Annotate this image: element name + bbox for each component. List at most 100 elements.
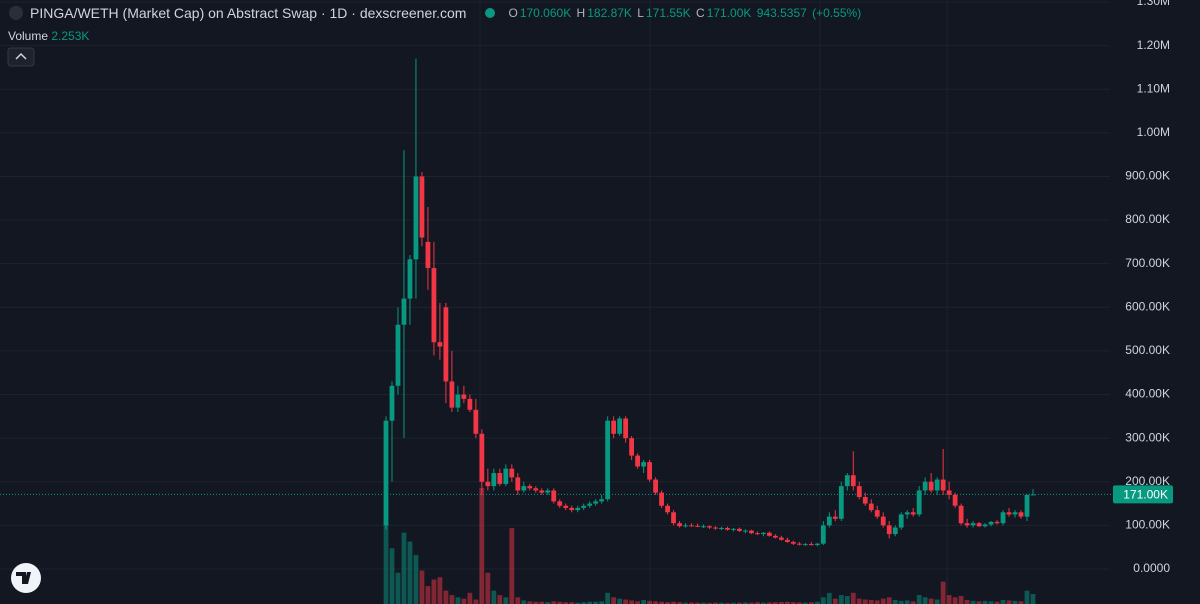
volume-bar bbox=[629, 600, 635, 604]
volume-bar bbox=[844, 595, 850, 604]
volume-bar bbox=[467, 592, 473, 604]
volume-bar bbox=[934, 599, 940, 604]
volume-bar bbox=[599, 601, 605, 604]
volume-bar bbox=[814, 601, 820, 604]
y-tick-label: 1.30M bbox=[1137, 0, 1170, 8]
volume-bar bbox=[838, 595, 844, 604]
volume-bar bbox=[497, 595, 503, 604]
volume-bar bbox=[533, 601, 539, 604]
volume-bar bbox=[641, 599, 646, 604]
volume-bar bbox=[407, 541, 413, 604]
y-tick-label: 900.00K bbox=[1125, 169, 1170, 183]
volume-bar bbox=[994, 601, 1000, 604]
volume-bar bbox=[952, 597, 958, 604]
ohlc-key: O bbox=[508, 6, 518, 20]
y-tick-label: 200.00K bbox=[1125, 474, 1170, 488]
volume-bar bbox=[545, 602, 551, 604]
volume-bar bbox=[515, 597, 521, 604]
volume-bar bbox=[976, 601, 982, 604]
volume-bar bbox=[964, 599, 970, 604]
volume-bar bbox=[563, 602, 569, 604]
volume-bar bbox=[850, 592, 856, 604]
volume-bar bbox=[713, 602, 718, 604]
volume-bar bbox=[970, 600, 976, 604]
volume-bar bbox=[659, 601, 664, 604]
volume-bar bbox=[1030, 593, 1036, 604]
volume-bar bbox=[677, 602, 682, 604]
volume-bar bbox=[605, 592, 611, 604]
chart-title: PINGA/WETH (Market Cap) on Abstract Swap… bbox=[30, 5, 467, 21]
volume-bar bbox=[551, 601, 557, 604]
status-dot bbox=[485, 8, 496, 18]
volume-bar bbox=[569, 602, 575, 604]
volume-bar bbox=[874, 600, 880, 604]
y-tick-label: 1.00M bbox=[1137, 125, 1170, 139]
volume-bar bbox=[910, 601, 916, 604]
volume-bar bbox=[521, 600, 527, 604]
volume-bar bbox=[611, 597, 617, 604]
y-tick-label: 100.00K bbox=[1125, 518, 1170, 532]
volume-bar bbox=[982, 600, 988, 604]
volume-bar bbox=[695, 602, 700, 604]
ohlc-value: 170.060K bbox=[519, 6, 572, 20]
header: PINGA/WETH (Market Cap) on Abstract Swap… bbox=[8, 5, 865, 21]
volume-bar bbox=[868, 599, 874, 604]
volume-bar bbox=[683, 602, 688, 604]
volume-bar bbox=[419, 570, 425, 604]
volume-bar bbox=[862, 599, 868, 604]
volume-bar bbox=[796, 602, 802, 604]
volume-bar bbox=[539, 601, 545, 604]
volume-bar bbox=[737, 602, 742, 604]
volume-bar bbox=[778, 601, 784, 604]
y-tick-label: 1.20M bbox=[1137, 38, 1170, 52]
volume-bar bbox=[802, 602, 808, 604]
volume-bar bbox=[719, 602, 724, 604]
volume-bar bbox=[395, 572, 401, 604]
volume-bar bbox=[461, 598, 467, 604]
volume-bar bbox=[832, 598, 838, 604]
last-price-label: 171.00K bbox=[1123, 488, 1168, 502]
volume-bar bbox=[623, 599, 629, 604]
volume-bar bbox=[940, 581, 946, 604]
volume-bar bbox=[856, 598, 862, 604]
volume-bar bbox=[443, 590, 449, 604]
change-pct: (+0.55%) bbox=[812, 6, 862, 20]
volume-bar bbox=[701, 602, 706, 604]
volume-bar bbox=[383, 521, 389, 604]
ohlc-key: H bbox=[576, 6, 586, 20]
change: 943.5357 bbox=[756, 6, 807, 20]
volume-bar bbox=[1006, 600, 1012, 604]
volume-bar bbox=[707, 602, 712, 604]
volume-bar bbox=[617, 598, 623, 604]
y-tick-label: 600.00K bbox=[1125, 299, 1170, 313]
volume-bar bbox=[431, 579, 437, 604]
volume-bar bbox=[808, 602, 814, 604]
volume-bar bbox=[892, 599, 898, 604]
collapse-button[interactable] bbox=[7, 47, 35, 67]
volume-bar bbox=[485, 572, 491, 604]
volume-bar bbox=[790, 602, 796, 604]
volume-bar bbox=[557, 601, 563, 604]
volume-bar bbox=[491, 590, 497, 604]
volume-bar bbox=[437, 577, 443, 604]
y-tick-label: 300.00K bbox=[1125, 430, 1170, 444]
volume-bar bbox=[725, 602, 730, 604]
volume-bar bbox=[928, 598, 934, 604]
volume-title: Volume bbox=[8, 29, 49, 43]
last-price-box bbox=[1113, 485, 1173, 504]
volume-bar bbox=[988, 601, 994, 604]
ohlc-value: 171.55K bbox=[645, 6, 691, 20]
volume-legend: Volume 2.253K bbox=[8, 29, 89, 43]
volume-bar bbox=[904, 600, 910, 604]
volume-bar bbox=[922, 597, 928, 604]
volume-bar bbox=[689, 602, 694, 604]
volume-bar bbox=[665, 602, 670, 604]
volume-bar bbox=[509, 528, 515, 604]
volume-bar bbox=[503, 597, 509, 604]
volume-bar bbox=[455, 597, 461, 604]
volume-bar bbox=[773, 602, 778, 604]
ohlc: O 170.060K H 182.87K L 171.55K C 171.00K 943… bbox=[508, 6, 863, 20]
volume-bar bbox=[880, 598, 886, 604]
